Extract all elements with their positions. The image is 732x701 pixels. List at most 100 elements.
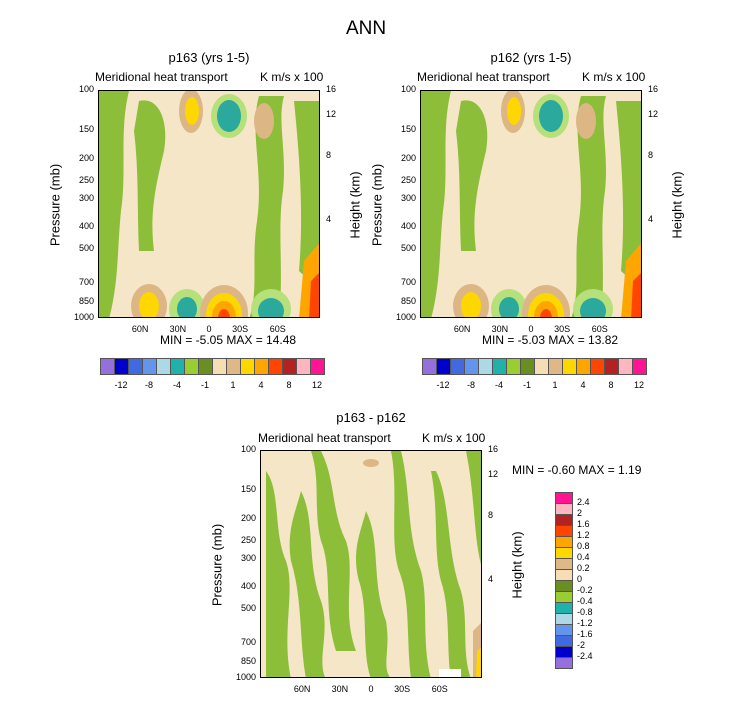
colorbar-label: 4	[580, 380, 586, 390]
panel2-yellow-blob-bottom	[461, 292, 481, 317]
panel1-yellow-blob-top	[185, 97, 199, 125]
y-tick-label: 700	[240, 636, 256, 647]
panel1-yellow-blob-bottom	[139, 292, 159, 317]
page-title: ANN	[345, 18, 387, 39]
colorbar-label: 8	[286, 380, 292, 390]
panel1-green-band-4	[294, 101, 319, 290]
y-tick-label: 200	[78, 152, 94, 163]
y-tick-label: 1000	[235, 672, 256, 682]
y-tick-label: 200	[240, 512, 256, 523]
y-tick-label: 150	[78, 124, 94, 135]
colorbar-swatch	[492, 358, 507, 375]
colorbar-label: 0	[577, 574, 583, 584]
panel1-red-blob-center	[218, 309, 230, 317]
panel3-y-right-axis-label: Height (km)	[509, 531, 525, 599]
y-tick-label: 100	[240, 444, 256, 454]
colorbar-swatch	[198, 358, 213, 375]
y-tick-label: 400	[78, 221, 94, 232]
colorbar-swatch	[555, 657, 573, 669]
panel3-green-band-6	[431, 471, 471, 677]
x-tick-label: 60S	[431, 684, 448, 694]
x-tick-label: 30N	[169, 324, 187, 334]
y-right-tick-label: 4	[326, 213, 332, 224]
panel2-min-max: MIN = -5.03 MAX = 13.82	[482, 333, 619, 347]
colorbar-label: 8	[608, 380, 614, 390]
colorbar-swatch	[506, 358, 521, 375]
panel3-green-band-3	[311, 451, 356, 651]
y-tick-label: 500	[78, 243, 94, 254]
colorbar-label: -2	[577, 640, 586, 650]
colorbar-label: -12	[436, 380, 450, 390]
colorbar-label: 0.4	[577, 552, 590, 562]
panel3-contour-plot	[260, 450, 482, 678]
x-tick-label: 60N	[131, 324, 149, 334]
colorbar-label: -8	[466, 380, 475, 390]
panel1-tan-blob-right	[254, 103, 274, 139]
x-tick-label: 0	[368, 684, 374, 694]
colorbar-swatch	[450, 358, 465, 375]
panel2-title: p162 (yrs 1-5)	[490, 50, 572, 65]
y-tick-label: 700	[400, 276, 416, 287]
panel2-yellow-blob-top	[507, 97, 521, 125]
colorbar-label: 0.8	[577, 541, 590, 551]
y-right-tick-label: 12	[326, 109, 337, 120]
y-right-tick-label: 4	[648, 213, 654, 224]
colorbar-label: 2.4	[577, 497, 590, 507]
x-tick-label: 60S	[591, 324, 608, 334]
panel1-teal-blob-bottom	[177, 297, 197, 317]
x-tick-label: 0	[206, 324, 212, 334]
panel1-y-axis-label: Pressure (mb)	[47, 163, 63, 247]
panel2-green-band-2	[456, 100, 488, 251]
panel1-colorbar	[100, 358, 325, 375]
colorbar-swatch	[226, 358, 241, 375]
panel3-contour-svg	[266, 451, 481, 677]
y-right-tick-label: 8	[488, 510, 494, 521]
y-tick-label: 300	[240, 552, 256, 563]
colorbar-label: -2.4	[577, 651, 593, 661]
colorbar-label: -12	[114, 380, 128, 390]
panel3-colorbar	[555, 492, 573, 669]
colorbar-swatch	[184, 358, 199, 375]
y-tick-label: 700	[78, 276, 94, 287]
panel2-y-axis-label: Pressure (mb)	[369, 163, 385, 247]
panel3-green-band-5	[391, 451, 431, 677]
colorbar-swatch	[534, 358, 549, 375]
colorbar-swatch	[632, 358, 647, 375]
colorbar-swatch	[436, 358, 451, 375]
panel1-green-band-3	[249, 96, 284, 317]
panel3-yellow-corner	[476, 647, 481, 677]
y-tick-label: 500	[400, 243, 416, 254]
y-tick-label: 150	[240, 484, 256, 495]
panel3-green-band-1	[266, 471, 291, 677]
x-tick-label: 30S	[232, 324, 249, 334]
panel2-contour-svg	[421, 91, 641, 317]
colorbar-swatch	[478, 358, 493, 375]
colorbar-swatch	[520, 358, 535, 375]
panel3-min-max: MIN = -0.60 MAX = 1.19	[512, 463, 642, 477]
colorbar-label: 2	[577, 508, 583, 518]
x-tick-label: 60N	[453, 324, 471, 334]
panel2-colorbar	[422, 358, 647, 375]
panel1-contour-svg	[99, 91, 319, 317]
colorbar-label: 1.2	[577, 530, 590, 540]
colorbar-label: 12	[633, 380, 644, 390]
panel2-y-right-axis-label: Height (km)	[669, 171, 685, 239]
panel3-green-band-2	[289, 491, 326, 677]
y-tick-label: 500	[240, 603, 256, 614]
y-tick-label: 300	[400, 192, 416, 203]
panel2-tan-blob-right	[576, 103, 596, 139]
y-tick-label: 150	[400, 124, 416, 135]
colorbar-swatch	[128, 358, 143, 375]
y-right-tick-label: 4	[488, 573, 494, 584]
y-tick-label: 850	[240, 655, 256, 666]
colorbar-swatch	[422, 358, 437, 375]
y-tick-label: 850	[78, 295, 94, 306]
y-tick-label: 250	[240, 534, 256, 545]
x-tick-label: 30S	[554, 324, 571, 334]
colorbar-label: -8	[144, 380, 153, 390]
panel1-min-max: MIN = -5.05 MAX = 14.48	[160, 333, 297, 347]
y-tick-label: 1000	[395, 312, 416, 322]
x-tick-label: 0	[528, 324, 534, 334]
y-right-tick-label: 16	[326, 84, 337, 94]
colorbar-swatch	[254, 358, 269, 375]
